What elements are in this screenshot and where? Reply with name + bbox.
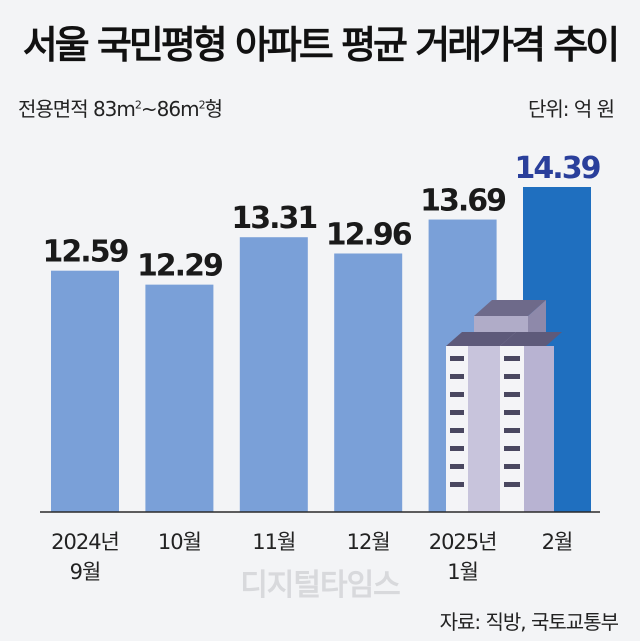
subtitle-superscript-1: 2 — [134, 98, 142, 112]
watermark: 디지털타임스 — [240, 568, 401, 603]
value-label-3: 13.31 — [231, 201, 316, 236]
category-label-6: 2월 — [542, 530, 573, 554]
bar-4 — [334, 253, 403, 512]
category-label-3: 11월 — [252, 530, 295, 554]
subtitle-superscript-2: 2 — [198, 98, 206, 112]
chart-title: 서울 국민평형 아파트 평균 거래가격 추이 — [22, 23, 620, 67]
category-label-5-line-2: 1월 — [447, 560, 478, 584]
chart-subtitle: 전용면적 83m2~86m2형 — [18, 93, 223, 122]
labels-layer: 12.59 2024년 9월 12.29 10월 13.31 11월 12.96 12월 13.6… — [43, 151, 602, 584]
value-label-4: 12.96 — [326, 217, 412, 252]
subtitle-middle: ~86m — [140, 97, 200, 121]
value-label-1: 12.59 — [43, 235, 128, 270]
subtitle-prefix: 전용면적 83m — [18, 97, 136, 121]
unit-label: 단위: 억 원 — [527, 97, 615, 121]
value-label-2: 12.29 — [137, 249, 222, 284]
bar-3 — [239, 237, 308, 512]
source-note: 자료: 직방, 국토교통부 — [439, 610, 619, 634]
category-label-1-line-2: 9월 — [70, 560, 101, 584]
category-label-4: 12월 — [347, 530, 390, 554]
bar-1 — [51, 270, 119, 512]
value-label-5: 13.69 — [420, 184, 505, 219]
subtitle-suffix: 형 — [204, 97, 223, 121]
bar-2 — [145, 284, 214, 512]
building-illustration — [446, 300, 562, 512]
value-label-6: 14.39 — [515, 151, 600, 186]
category-label-5-line-1: 2025년 — [429, 530, 497, 554]
category-label-1-line-1: 2024년 — [51, 530, 119, 554]
category-label-2: 10월 — [158, 530, 201, 554]
